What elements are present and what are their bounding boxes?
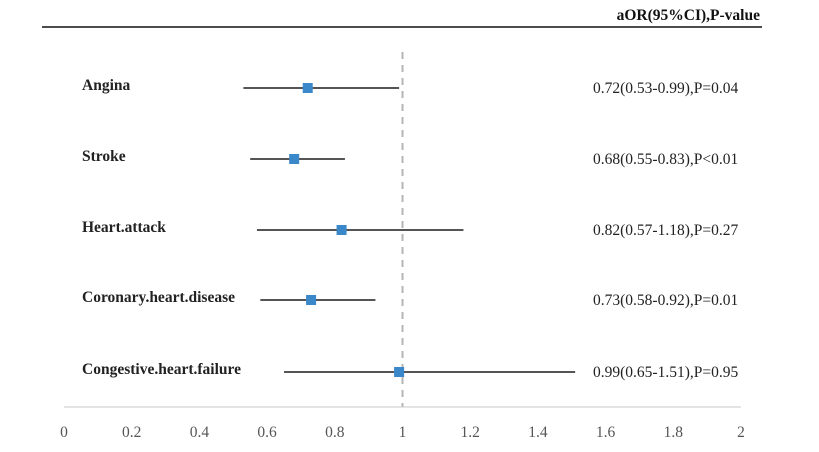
or-marker <box>306 295 317 305</box>
or-marker <box>302 83 313 93</box>
x-tick-label: 1 <box>399 424 407 441</box>
forest-row: Coronary.heart.disease 0.73(0.58-0.92),P=… <box>82 289 738 309</box>
forest-row: Angina 0.72(0.53-0.99),P=0.04 <box>82 77 738 97</box>
row-value-text: 0.73(0.58-0.92),P=0.01 <box>593 292 738 309</box>
x-tick-label: 1.6 <box>596 424 616 441</box>
row-value-text: 0.68(0.55-0.83),P<0.01 <box>593 151 738 168</box>
row-label: Heart.attack <box>82 219 166 236</box>
x-tick-label: 0.2 <box>122 424 141 441</box>
forest-row: Congestive.heart.failure 0.99(0.65-1.51),… <box>82 361 738 381</box>
header-text: aOR(95%CI),P-value <box>617 7 760 24</box>
row-value-text: 0.82(0.57-1.18),P=0.27 <box>593 222 738 239</box>
row-value-text: 0.99(0.65-1.51),P=0.95 <box>593 364 738 381</box>
row-label: Angina <box>82 77 130 94</box>
x-tick-label: 1.4 <box>528 424 548 441</box>
forest-rows: Angina 0.72(0.53-0.99),P=0.04 Stroke 0.68(0… <box>82 77 738 381</box>
or-marker <box>394 367 405 377</box>
x-tick-label: 0.4 <box>190 424 210 441</box>
forest-row: Heart.attack 0.82(0.57-1.18),P=0.27 <box>82 219 738 239</box>
row-label: Stroke <box>82 148 126 165</box>
x-tick-label: 0 <box>60 424 68 441</box>
row-label: Congestive.heart.failure <box>82 361 241 378</box>
x-tick-label: 1.2 <box>461 424 480 441</box>
x-tick-label: 0.8 <box>325 424 345 441</box>
or-marker <box>336 225 347 235</box>
x-tick-label: 1.8 <box>664 424 684 441</box>
forest-row: Stroke 0.68(0.55-0.83),P<0.01 <box>82 148 738 168</box>
x-tick-label: 0.6 <box>257 424 277 441</box>
or-marker <box>289 154 300 164</box>
row-label: Coronary.heart.disease <box>82 289 235 306</box>
x-tick-label: 2 <box>737 424 745 441</box>
row-value-text: 0.72(0.53-0.99),P=0.04 <box>593 80 738 97</box>
x-tick-labels: 0 0.2 0.4 0.6 0.8 1 1.2 1.4 1.6 1.8 2 <box>60 424 745 441</box>
